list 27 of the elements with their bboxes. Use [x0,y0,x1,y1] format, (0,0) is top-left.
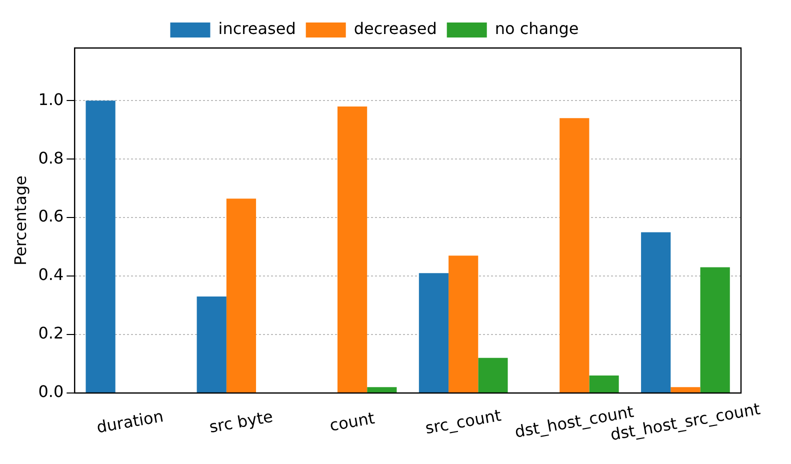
x-tick-label: count [328,408,376,435]
legend-label: increased [218,19,296,38]
y-tick-label: 0.0 [38,382,64,402]
bar [226,198,256,392]
bar [641,232,671,392]
legend-label: decreased [354,19,437,38]
bar [448,256,478,392]
bar [196,296,226,392]
bar [86,100,116,392]
bar [367,387,397,392]
y-tick-label: 0.6 [38,206,64,226]
y-tick-label: 0.2 [38,324,64,343]
bar [478,358,508,392]
bar [560,118,590,392]
bar [670,387,700,392]
bar [589,375,619,392]
y-tick-label: 0.4 [38,265,64,284]
bar [337,106,368,392]
bar [418,273,449,392]
x-tick-label: src byte [208,406,274,437]
x-tick-label: src_count [424,406,502,438]
bar [700,267,730,392]
y-axis-title: Percentage [10,175,30,266]
y-tick-label: 0.8 [38,148,64,168]
y-tick-label: 1.0 [38,90,64,109]
legend-label: no change [494,19,579,38]
x-tick-label: duration [95,406,165,437]
